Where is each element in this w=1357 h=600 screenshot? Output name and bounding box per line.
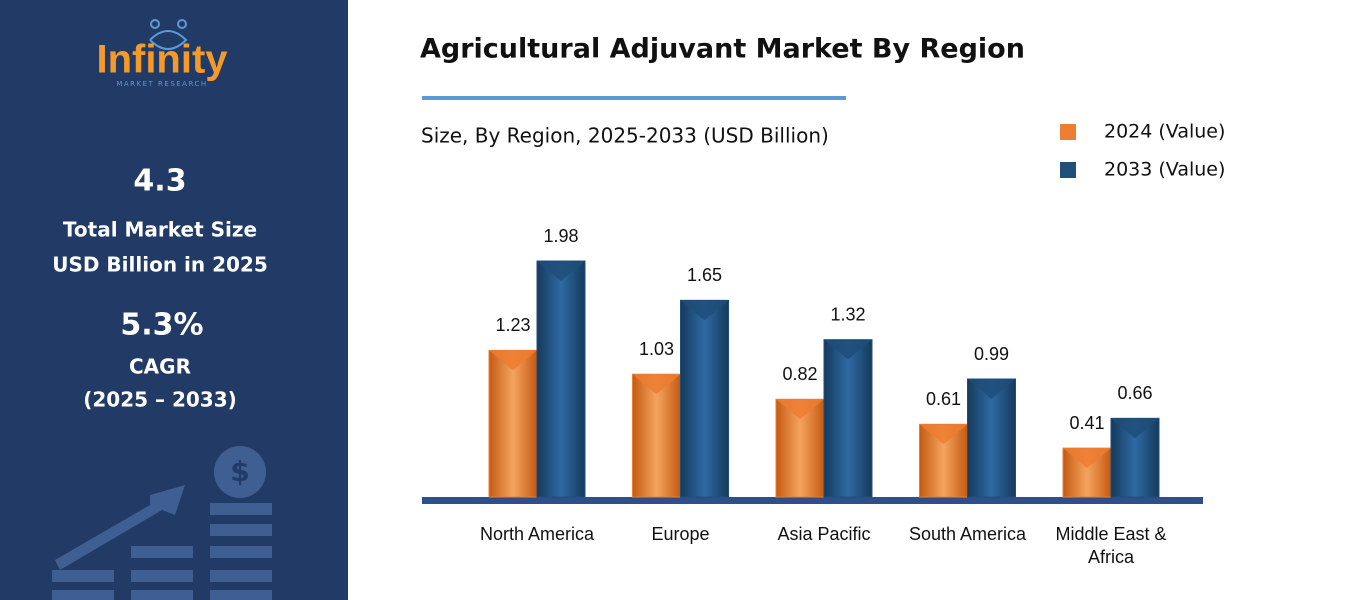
stat-label: Total Market Size <box>63 218 257 242</box>
bar <box>680 299 729 498</box>
bar <box>632 373 681 498</box>
x-tick-label: Europe <box>651 524 710 544</box>
x-tick-label: South America <box>908 524 1027 544</box>
data-label: 1.03 <box>639 339 674 359</box>
bar-bevel <box>489 350 537 371</box>
bar <box>536 260 586 498</box>
title-underline <box>422 96 846 100</box>
data-label: 1.98 <box>543 226 578 246</box>
bar-bevel <box>537 261 585 281</box>
bar-bevel <box>919 424 968 445</box>
x-axis <box>422 497 1203 504</box>
bar-bevel <box>1111 418 1159 439</box>
x-tick-label: Middle East & Africa <box>1055 524 1167 567</box>
bar <box>823 339 873 498</box>
legend-label: 2033 (Value) <box>1104 159 1225 181</box>
bar-bevel <box>680 300 729 321</box>
data-label: 0.61 <box>926 389 961 409</box>
legend-swatch <box>1060 124 1076 140</box>
stat-value: 5.3% <box>120 308 203 343</box>
stat-label: (2025 – 2033) <box>83 388 237 412</box>
legend-swatch <box>1060 162 1076 178</box>
bar <box>488 349 538 498</box>
dollar-icon: $ <box>230 455 249 488</box>
bar-bevel <box>632 374 681 395</box>
chart-subtitle: Size, By Region, 2025-2033 (USD Billion) <box>421 124 829 148</box>
bar-bevel <box>824 339 872 360</box>
bar-bevel <box>776 399 824 420</box>
data-label: 1.23 <box>495 315 530 335</box>
decor-icon <box>52 446 272 600</box>
logo: Infinity <box>96 38 228 82</box>
chart-title: Agricultural Adjuvant Market By Region <box>420 34 1025 65</box>
logo-tagline: MARKET RESEARCH <box>116 80 207 88</box>
data-label: 0.82 <box>782 364 817 384</box>
stat-label: USD Billion in 2025 <box>52 253 268 277</box>
bar-bevel <box>967 379 1016 399</box>
data-label: 1.32 <box>830 304 865 324</box>
bar-bevel <box>1063 448 1111 469</box>
data-label: 0.99 <box>974 344 1009 364</box>
stat-label: CAGR <box>129 355 191 379</box>
logo-mark <box>149 19 188 50</box>
data-label: 1.65 <box>687 265 722 285</box>
legend-label: 2024 (Value) <box>1104 121 1225 143</box>
x-tick-label: North America <box>479 524 595 544</box>
data-label: 0.41 <box>1069 413 1104 433</box>
stat-value: 4.3 <box>133 164 186 199</box>
data-label: 0.66 <box>1117 383 1152 403</box>
x-tick-label: Asia Pacific <box>777 524 871 544</box>
